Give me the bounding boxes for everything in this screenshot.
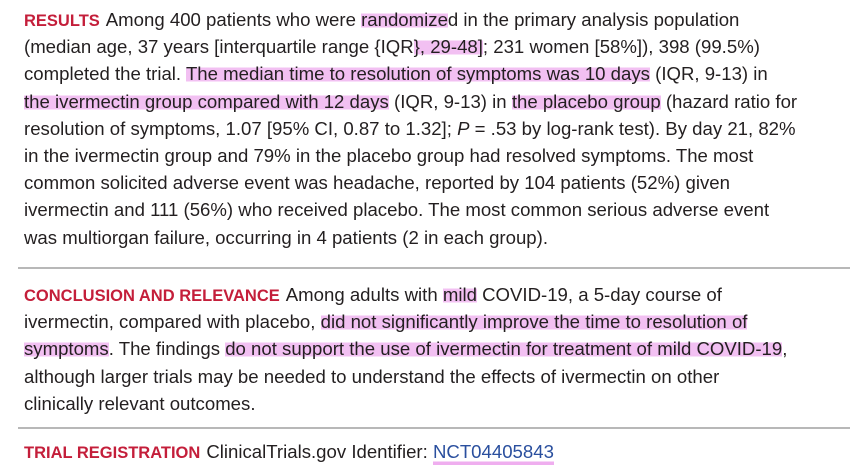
highlight: the placebo group	[511, 90, 661, 112]
text-line: common solicited adverse event was heada…	[24, 169, 846, 196]
text-line: the ivermectin group compared with 12 da…	[24, 88, 846, 115]
text: ivermectin and 111 (56%) who received pl…	[24, 199, 770, 221]
divider	[18, 427, 850, 429]
text: (median age, 37 years [interquartile ran…	[24, 36, 414, 58]
text-line: ivermectin and 111 (56%) who received pl…	[24, 196, 846, 223]
text-line: RESULTS Among 400 patients who were rando…	[24, 6, 846, 33]
text: common solicited adverse event was heada…	[24, 172, 730, 194]
text: in the ivermectin group and 79% in the p…	[24, 144, 754, 166]
text: Among adults with	[285, 284, 443, 305]
text: completed the trial.	[24, 63, 186, 85]
text: ; 231 women [58%]), 398 (99.5%)	[482, 36, 760, 58]
text-line: TRIAL REGISTRATION ClinicalTrials.gov Ide…	[24, 438, 846, 465]
conclusion-section: CONCLUSION AND RELEVANCE Among adults wit…	[24, 281, 846, 417]
divider	[18, 267, 850, 269]
text: (IQR, 9-13) in	[388, 90, 512, 112]
text-line: in the ivermectin group and 79% in the p…	[24, 142, 846, 169]
text: (hazard ratio for	[660, 90, 798, 112]
text: was multiorgan failure, occurring in 4 p…	[24, 226, 548, 248]
text: = .53 by log-rank test). By day 21, 82%	[469, 117, 796, 139]
highlight: mild	[442, 284, 477, 305]
highlight: do not support the use of ivermectin for…	[225, 338, 783, 360]
registry-link[interactable]: NCT04405843	[432, 441, 554, 465]
text: . The findings	[108, 338, 226, 360]
text-line: resolution of symptoms, 1.07 [95% CI, 0.…	[24, 115, 846, 142]
text-line: (median age, 37 years [interquartile ran…	[24, 33, 846, 60]
text-line: was multiorgan failure, occurring in 4 p…	[24, 224, 846, 251]
text: d in the primary analysis population	[447, 9, 740, 30]
heading: TRIAL REGISTRATION	[24, 444, 201, 462]
highlight: did not significantly improve the time t…	[320, 311, 748, 333]
text: ClinicalTrials.gov Identifier:	[206, 441, 433, 462]
text: (IQR, 9-13) in	[649, 63, 768, 85]
text: although larger trials may be needed to …	[24, 365, 720, 387]
heading: CONCLUSION AND RELEVANCE	[24, 287, 280, 305]
highlight: symptoms	[24, 338, 109, 360]
highlight: }, 29-48]	[413, 36, 483, 58]
text: clinically relevant outcomes.	[24, 392, 256, 414]
text-line: although larger trials may be needed to …	[24, 363, 846, 390]
text-line: completed the trial. The median time to …	[24, 60, 846, 87]
results-section: RESULTS Among 400 patients who were rando…	[24, 6, 846, 251]
heading: RESULTS	[24, 12, 100, 30]
highlight: The median time to resolution of symptom…	[185, 63, 650, 85]
text-line: CONCLUSION AND RELEVANCE Among adults wit…	[24, 281, 846, 308]
italic-text: P	[457, 117, 470, 139]
highlight: randomize	[361, 9, 448, 30]
text: Among 400 patients who were	[105, 9, 362, 30]
text-line: symptoms. The findings do not support th…	[24, 335, 846, 362]
text: ivermectin, compared with placebo,	[24, 311, 321, 333]
highlight: the ivermectin group compared with 12 da…	[24, 90, 389, 112]
text-line: clinically relevant outcomes.	[24, 390, 846, 417]
registration-section: TRIAL REGISTRATION ClinicalTrials.gov Ide…	[24, 438, 846, 465]
text: COVID-19, a 5-day course of	[476, 284, 722, 305]
text-line: ivermectin, compared with placebo, did n…	[24, 308, 846, 335]
text: ,	[782, 338, 788, 360]
text: resolution of symptoms, 1.07 [95% CI, 0.…	[24, 117, 458, 139]
